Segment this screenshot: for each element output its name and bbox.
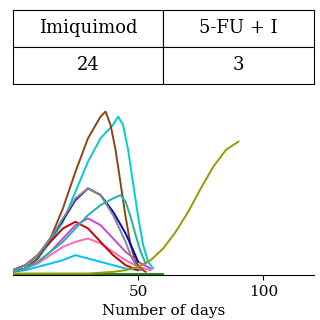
X-axis label: Number of days: Number of days — [101, 304, 225, 318]
